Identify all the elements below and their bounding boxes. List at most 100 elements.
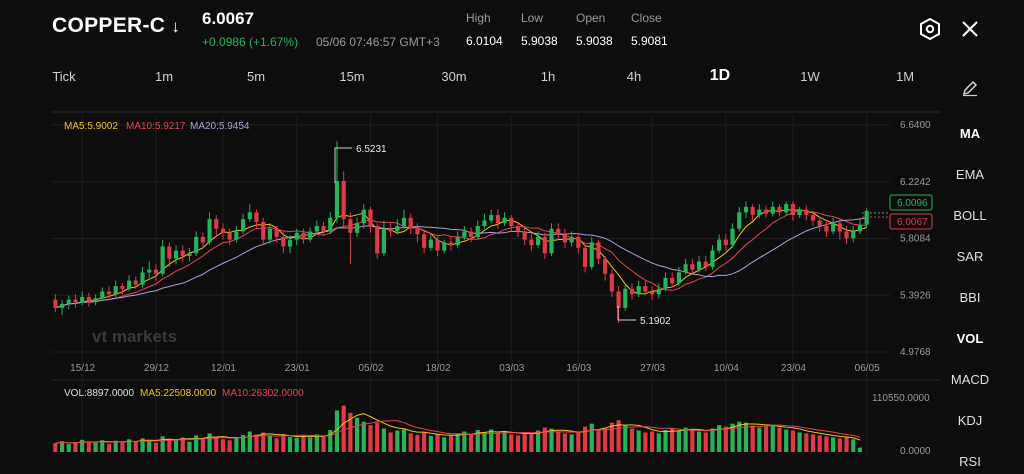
volume-bar: [227, 440, 232, 452]
tab-1h[interactable]: 1h: [540, 69, 556, 84]
candle: [66, 299, 71, 304]
candle: [341, 180, 346, 220]
symbol-title[interactable]: COPPER-C ↓: [52, 14, 180, 38]
volume-bar: [354, 417, 360, 452]
watermark: vt markets: [92, 327, 177, 346]
y-tick-label: 5.3926: [900, 290, 931, 301]
indicator-rsi[interactable]: RSI: [959, 454, 981, 469]
indicator-vol[interactable]: VOL: [956, 331, 984, 346]
volume-bar: [401, 429, 407, 452]
candle: [287, 239, 293, 247]
candle: [127, 280, 132, 289]
volume-bar: [690, 429, 695, 452]
tab-5m[interactable]: 5m: [246, 69, 266, 84]
y-tick-label: 6.6400: [900, 120, 931, 131]
last-up-price: 6.0096: [897, 198, 928, 209]
candle: [790, 204, 795, 216]
volume-bar: [160, 436, 165, 452]
tab-4h[interactable]: 4h: [626, 69, 642, 84]
indicator-kdj[interactable]: KDJ: [957, 413, 983, 428]
candle: [777, 206, 782, 213]
candle: [167, 246, 172, 259]
candle: [623, 288, 628, 308]
volume-bar: [851, 439, 856, 452]
volume-bar: [408, 433, 413, 452]
candle: [717, 239, 722, 251]
volume-bar: [603, 427, 608, 452]
candle: [542, 236, 547, 254]
tab-tick[interactable]: Tick: [52, 69, 76, 84]
indicator-boll[interactable]: BOLL: [953, 208, 987, 223]
candle: [59, 303, 65, 308]
legend-vol-ma10: MA10:26302.0000: [222, 388, 304, 399]
candle: [636, 286, 641, 295]
vol-y-tick-label: 0.0000: [900, 446, 931, 457]
low-label: Low: [521, 11, 544, 25]
y-tick-label: 5.8084: [900, 234, 931, 245]
candle: [93, 298, 98, 302]
candle: [274, 228, 279, 237]
volume-bar: [261, 432, 266, 452]
max-annotation: 6.5231: [334, 144, 387, 183]
indicator-ema[interactable]: EMA: [955, 167, 985, 182]
tab-1w[interactable]: 1W: [800, 69, 820, 84]
legend-ma20: MA20:5.9454: [190, 121, 250, 132]
candle: [650, 291, 655, 295]
candle: [381, 228, 386, 254]
volume-bar: [784, 429, 789, 452]
close-icon[interactable]: [960, 19, 980, 39]
indicator-sar[interactable]: SAR: [956, 249, 984, 264]
tab-1d[interactable]: 1D: [709, 67, 731, 84]
volume-bar: [529, 433, 534, 452]
volume-bar: [368, 425, 373, 452]
volume-bar: [670, 428, 675, 452]
candle: [448, 242, 454, 246]
volume-bar: [569, 434, 574, 452]
volume-bar: [636, 430, 641, 452]
tab-1m-month[interactable]: 1M: [895, 69, 915, 84]
max-price-label: 6.5231: [356, 144, 387, 155]
candle: [247, 212, 252, 220]
candle: [234, 231, 239, 240]
volume-bar: [86, 442, 91, 452]
indicator-ma[interactable]: MA: [959, 126, 981, 141]
volume-bar: [214, 436, 219, 452]
price-change: +0.0986 (+1.67%): [202, 35, 299, 49]
volume-bar: [502, 431, 507, 452]
candle: [515, 225, 521, 232]
ma10-line: [55, 210, 867, 309]
candle: [321, 225, 326, 232]
candle: [415, 228, 420, 235]
pencil-icon[interactable]: [961, 79, 979, 97]
volume-bar: [831, 437, 836, 452]
current-price: 6.0067: [202, 9, 254, 28]
price-chart[interactable]: vt markets 6.6400 6.2242 5.8084 5.3926 4.976…: [0, 0, 940, 474]
volume-bar: [730, 423, 735, 452]
candle: [354, 223, 360, 233]
volume-bar: [817, 435, 822, 452]
candle: [361, 209, 366, 224]
tab-1m[interactable]: 1m: [154, 69, 174, 84]
tab-15m[interactable]: 15m: [339, 69, 365, 84]
candle: [408, 217, 413, 229]
candle: [589, 242, 594, 267]
volume-bar: [797, 432, 802, 452]
indicator-macd[interactable]: MACD: [950, 372, 990, 387]
candle: [696, 261, 702, 270]
candle: [314, 225, 319, 232]
tab-30m[interactable]: 30m: [441, 69, 467, 84]
candle: [120, 286, 125, 289]
candle: [844, 231, 849, 239]
candle: [502, 217, 507, 224]
candle: [100, 291, 105, 299]
indicator-bbi[interactable]: BBI: [959, 290, 981, 305]
candle: [763, 209, 769, 214]
candle: [824, 225, 829, 232]
volume-bar: [234, 437, 239, 452]
volume-bar: [187, 441, 192, 452]
hexagon-settings-icon[interactable]: [918, 17, 942, 41]
candle: [194, 236, 199, 254]
candle: [596, 242, 601, 259]
volume-bar: [723, 426, 728, 452]
candle: [395, 225, 400, 232]
